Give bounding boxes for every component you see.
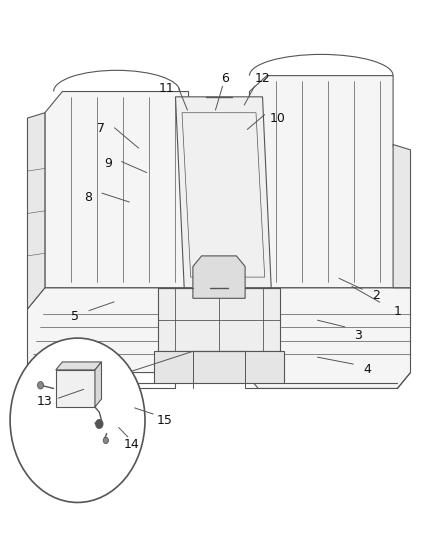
- Polygon shape: [56, 362, 102, 370]
- Polygon shape: [245, 288, 410, 389]
- Polygon shape: [193, 256, 245, 298]
- Text: 14: 14: [124, 438, 140, 450]
- Text: 8: 8: [85, 191, 92, 204]
- Text: 12: 12: [254, 72, 270, 85]
- Polygon shape: [56, 370, 95, 407]
- Polygon shape: [250, 76, 410, 288]
- Circle shape: [96, 419, 103, 428]
- Text: 10: 10: [270, 111, 286, 125]
- Text: 9: 9: [104, 157, 112, 169]
- Text: 1: 1: [393, 305, 401, 318]
- Text: 4: 4: [363, 364, 371, 376]
- Circle shape: [103, 437, 109, 443]
- Text: 6: 6: [222, 72, 230, 85]
- Polygon shape: [158, 288, 280, 351]
- Text: 7: 7: [98, 122, 106, 135]
- Text: 15: 15: [157, 414, 173, 427]
- Polygon shape: [393, 144, 410, 288]
- Polygon shape: [95, 362, 102, 407]
- Text: 3: 3: [354, 329, 362, 342]
- Text: 2: 2: [372, 289, 380, 302]
- Text: 5: 5: [71, 310, 79, 324]
- Text: 11: 11: [159, 83, 175, 95]
- Circle shape: [10, 338, 145, 503]
- Polygon shape: [28, 288, 193, 373]
- Polygon shape: [154, 351, 284, 383]
- Text: 13: 13: [37, 395, 53, 408]
- Polygon shape: [176, 97, 271, 288]
- Polygon shape: [28, 113, 45, 309]
- Polygon shape: [45, 92, 193, 288]
- Circle shape: [38, 382, 44, 389]
